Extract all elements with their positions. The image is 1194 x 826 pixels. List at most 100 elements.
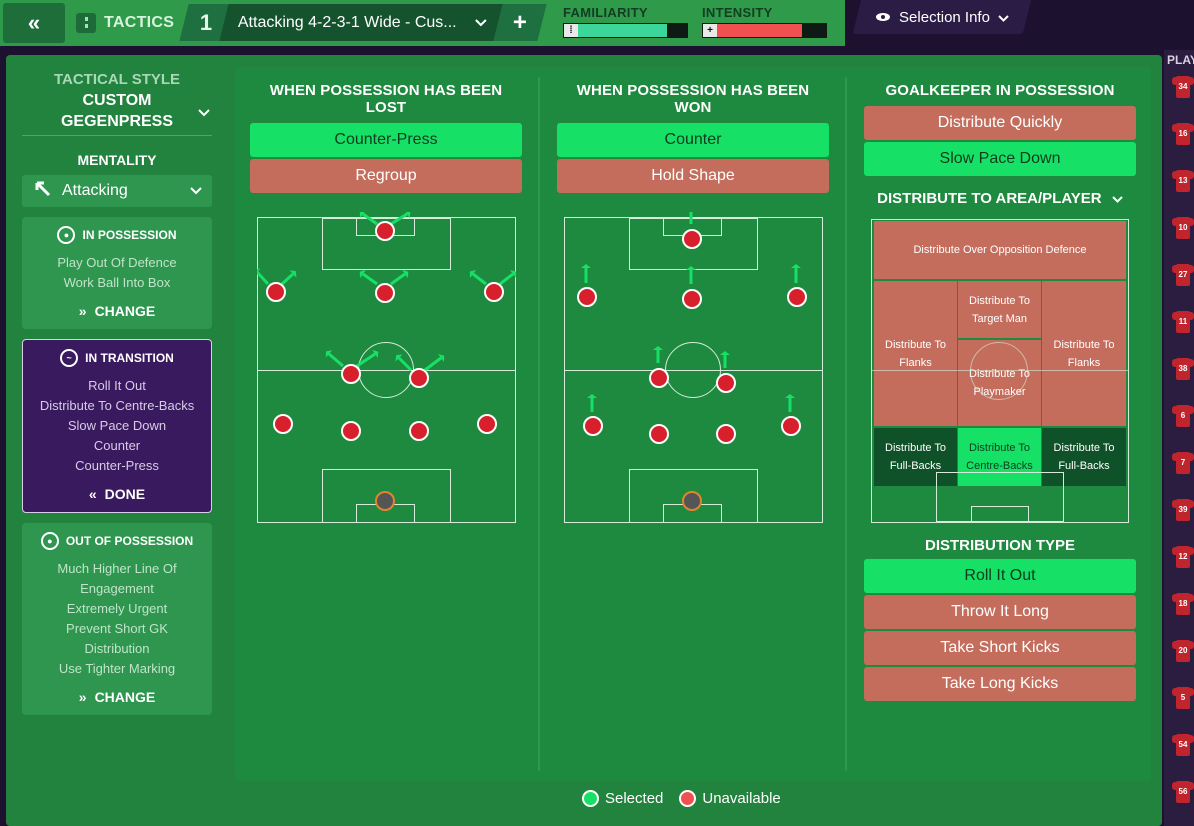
player-shirt-icon[interactable]: 39	[1172, 499, 1194, 523]
player-list-header: PLAY	[1167, 53, 1194, 67]
goalkeeper-marker	[682, 491, 702, 511]
familiarity-icon: ⁞	[564, 24, 578, 37]
tactical-style-value: CUSTOM GEGENPRESS	[22, 90, 212, 132]
player-marker	[273, 414, 293, 434]
zone-flanks-right[interactable]: Distribute To Flanks	[1042, 281, 1126, 426]
phase-instruction: Counter	[93, 438, 141, 453]
add-tactic-button[interactable]: +	[493, 4, 547, 41]
player-marker	[781, 416, 801, 436]
player-shirt-icon[interactable]: 11	[1172, 311, 1194, 335]
option-take-short-kicks[interactable]: Take Short Kicks	[864, 631, 1136, 665]
arrow-head-icon	[653, 346, 663, 350]
out-of-possession-items: Much Higher Line Of Engagement Extremely U…	[28, 559, 206, 679]
familiarity-fill	[578, 24, 668, 37]
option-take-long-kicks[interactable]: Take Long Kicks	[864, 667, 1136, 701]
selection-info-button[interactable]: Selection Info	[852, 0, 1032, 34]
player-shirt-number: 12	[1178, 552, 1188, 561]
movement-arrow-icon	[328, 352, 344, 368]
option-distribute-quickly[interactable]: Distribute Quickly	[864, 106, 1136, 140]
main-panel: TACTICAL STYLE CUSTOM GEGENPRESS MENTALI…	[6, 55, 1162, 826]
option-counter-press[interactable]: Counter-Press	[250, 123, 522, 157]
in-transition-done-button[interactable]: « DONE	[29, 486, 205, 502]
intensity-icon: +	[703, 24, 717, 37]
player-shirt-number: 27	[1178, 270, 1188, 279]
option-slow-pace-down[interactable]: Slow Pace Down	[864, 142, 1136, 176]
arrow-head-icon	[791, 264, 801, 268]
zone-target-man[interactable]: Distribute To Target Man	[958, 281, 1041, 338]
transition-icon: ~	[60, 349, 79, 367]
movement-arrow-icon	[390, 272, 406, 286]
option-throw-it-long[interactable]: Throw It Long	[864, 595, 1136, 629]
player-marker	[583, 416, 603, 436]
arrow-head-icon	[325, 350, 333, 358]
player-marker	[682, 229, 702, 249]
player-shirt-icon[interactable]: 56	[1172, 781, 1194, 805]
player-shirt-icon[interactable]: 34	[1172, 76, 1194, 100]
player-shirt-icon[interactable]: 5	[1172, 687, 1194, 711]
mentality-select[interactable]: Attacking	[22, 175, 212, 207]
legend: Selected Unavailable	[582, 790, 781, 807]
ball-icon: ●	[57, 226, 76, 244]
in-possession-change-button[interactable]: » CHANGE	[28, 303, 206, 319]
zone-centre-backs[interactable]: Distribute To Centre-Backs	[958, 428, 1041, 486]
intensity-label: INTENSITY	[702, 5, 773, 20]
player-shirt-icon[interactable]: 16	[1172, 123, 1194, 147]
tactics-label: TACTICS	[104, 14, 175, 31]
player-shirt-icon[interactable]: 6	[1172, 405, 1194, 429]
in-possession-title: IN POSSESSION	[82, 228, 177, 242]
player-shirt-number: 10	[1178, 223, 1188, 232]
distribute-area-select[interactable]: DISTRIBUTE TO AREA/PLAYER	[864, 190, 1136, 207]
double-chevron-right-icon: »	[78, 303, 87, 319]
option-roll-it-out[interactable]: Roll It Out	[864, 559, 1136, 593]
zone-flanks-left[interactable]: Distribute To Flanks	[874, 281, 957, 426]
player-shirt-number: 5	[1180, 693, 1186, 702]
player-shirt-icon[interactable]: 20	[1172, 640, 1194, 664]
player-shirt-icon[interactable]: 12	[1172, 546, 1194, 570]
zone-full-backs-right[interactable]: Distribute To Full-Backs	[1042, 428, 1126, 486]
movement-arrow-icon	[362, 272, 378, 286]
top-bar: « TACTICS 1 Attacking 4-2-3-1 Wide - Cus…	[0, 0, 845, 46]
phase-instruction: Much Higher Line Of	[57, 561, 177, 576]
player-shirt-number: 7	[1180, 458, 1186, 467]
tactical-style-line1: CUSTOM	[82, 92, 152, 109]
back-button[interactable]: «	[3, 3, 65, 43]
player-marker	[341, 364, 361, 384]
arrow-head-icon	[289, 270, 297, 278]
tactic-name: Attacking 4-2-3-1 Wide - Cus...	[238, 13, 457, 31]
phase-instruction: Prevent Short GK	[66, 621, 168, 636]
phase-instruction: Use Tighter Marking	[58, 661, 176, 676]
zone-over-opposition-defence[interactable]: Distribute Over Opposition Defence	[874, 221, 1126, 279]
player-shirt-icon[interactable]: 10	[1172, 217, 1194, 241]
option-hold-shape[interactable]: Hold Shape	[557, 159, 829, 193]
player-marker	[477, 414, 497, 434]
arrow-head-icon	[587, 394, 597, 398]
intensity-fill	[717, 24, 803, 37]
tactical-style-line2: GEGENPRESS	[60, 113, 174, 130]
tactics-tab[interactable]: TACTICS	[66, 3, 188, 43]
player-shirt-icon[interactable]: 54	[1172, 734, 1194, 758]
movement-arrow-icon	[257, 270, 270, 286]
player-shirt-number: 11	[1178, 317, 1188, 326]
option-counter[interactable]: Counter	[557, 123, 829, 157]
player-shirt-number: 39	[1178, 505, 1188, 514]
player-shirt-icon[interactable]: 13	[1172, 170, 1194, 194]
player-marker	[716, 424, 736, 444]
distribution-pitch: Distribute Over Opposition Defence Distr…	[871, 219, 1129, 523]
arrow-head-icon	[359, 212, 365, 219]
player-marker	[716, 373, 736, 393]
phase-instruction: Roll It Out	[88, 378, 146, 393]
tactical-style-select[interactable]: CUSTOM GEGENPRESS	[22, 90, 212, 136]
player-shirt-icon[interactable]: 7	[1172, 452, 1194, 476]
player-marker	[375, 283, 395, 303]
out-of-possession-change-button[interactable]: » CHANGE	[28, 689, 206, 705]
player-shirt-icon[interactable]: 27	[1172, 264, 1194, 288]
tactic-select[interactable]: Attacking 4-2-3-1 Wide - Cus...	[219, 4, 504, 41]
zone-full-backs-left[interactable]: Distribute To Full-Backs	[874, 428, 957, 486]
distribute-area-title: DISTRIBUTE TO AREA/PLAYER	[877, 190, 1102, 207]
arrow-head-icon	[686, 266, 696, 270]
phase-instruction: Slow Pace Down	[67, 418, 167, 433]
option-regroup[interactable]: Regroup	[250, 159, 522, 193]
column-divider	[845, 77, 847, 771]
player-shirt-icon[interactable]: 18	[1172, 593, 1194, 617]
player-shirt-icon[interactable]: 38	[1172, 358, 1194, 382]
